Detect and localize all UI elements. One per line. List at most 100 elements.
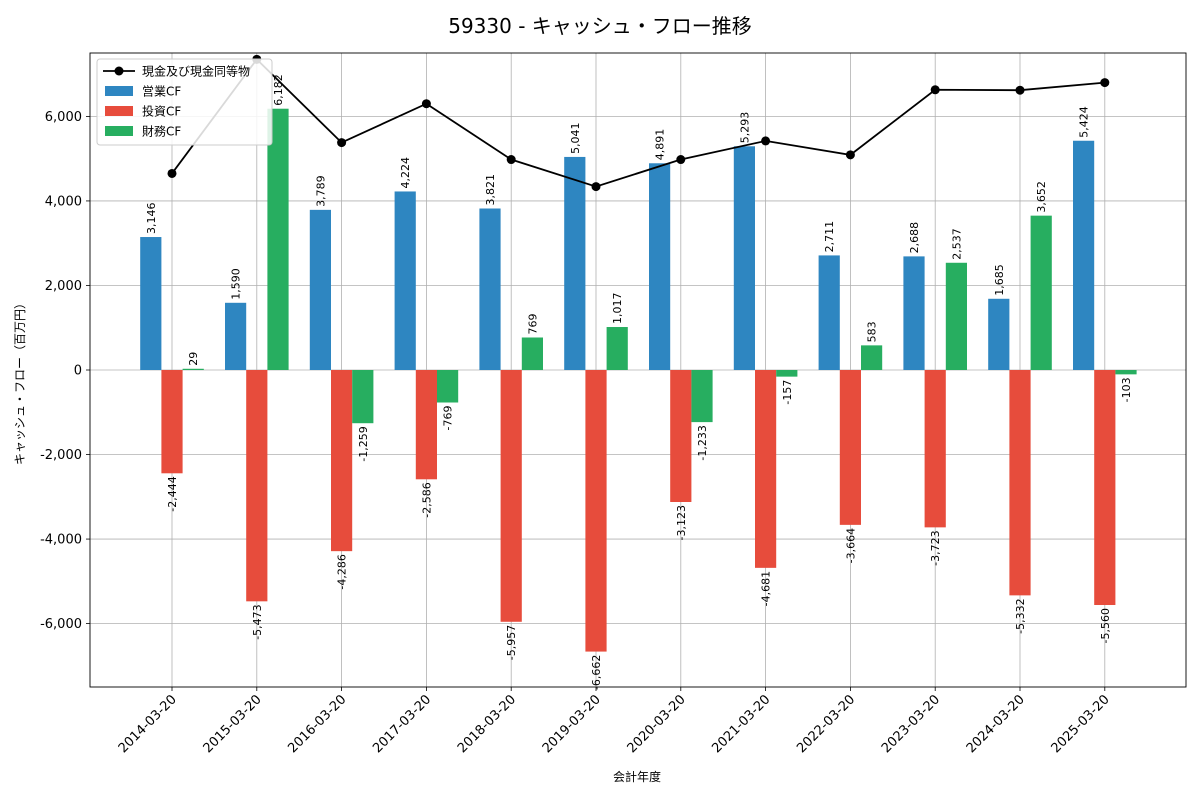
cash-line-point	[845, 150, 855, 160]
bar	[1073, 140, 1095, 370]
bar	[437, 370, 459, 403]
x-tick-label: 2017-03-20	[370, 692, 434, 756]
bar-label: 3,146	[145, 203, 158, 235]
legend-bar-swatch	[105, 86, 133, 96]
cash-line-point	[337, 138, 347, 148]
bar	[352, 370, 374, 424]
x-tick-label: 2025-03-20	[1049, 692, 1113, 756]
bar	[1030, 215, 1052, 370]
bar	[331, 370, 353, 552]
bar	[818, 255, 840, 370]
bar	[733, 146, 755, 370]
x-tick-label: 2018-03-20	[455, 692, 519, 756]
bar	[394, 191, 416, 370]
x-tick-label: 2019-03-20	[540, 692, 604, 756]
cash-line-point	[1100, 78, 1110, 88]
bar	[564, 156, 586, 370]
bar-label: -5,560	[1099, 608, 1112, 643]
x-tick-label: 2015-03-20	[201, 692, 265, 756]
y-tick-label: -4,000	[40, 533, 82, 548]
x-tick-label: 2022-03-20	[794, 692, 858, 756]
cash-line-point	[930, 85, 940, 95]
x-tick-label: 2021-03-20	[709, 692, 773, 756]
cash-line-point	[506, 155, 516, 165]
y-tick-label: 4,000	[45, 194, 82, 209]
x-tick-label: 2023-03-20	[879, 692, 943, 756]
bar	[945, 262, 967, 370]
cash-line	[167, 54, 1110, 192]
bar	[839, 370, 861, 525]
bar-labels: 3,146 1,590 3,789 4,224 3,821 5,041 4,891 5,293…	[145, 74, 1133, 690]
bar	[1094, 370, 1116, 606]
bar-label: 583	[866, 321, 879, 342]
cash-line-point	[591, 182, 601, 192]
bar	[521, 337, 543, 370]
bar-label: -6,662	[590, 655, 603, 690]
legend-line-marker	[114, 66, 124, 76]
bar-label: -3,723	[929, 530, 942, 565]
bar-label: -4,681	[760, 571, 773, 606]
bar-label: -4,286	[336, 554, 349, 589]
bar	[140, 237, 162, 370]
bar	[479, 208, 501, 370]
y-tick-label: 2,000	[45, 279, 82, 294]
bar-label: -769	[442, 406, 455, 431]
bar	[670, 370, 692, 502]
bar-label: -1,233	[696, 425, 709, 460]
legend-label: 営業CF	[142, 85, 181, 99]
y-tick-label: -2,000	[40, 448, 82, 463]
bar	[776, 370, 798, 377]
bar-label: -3,664	[844, 528, 857, 563]
y-axis-title: キャッシュ・フロー（百万円）	[13, 297, 27, 465]
bar	[225, 302, 247, 370]
bar-label: -5,473	[251, 604, 264, 639]
bar	[924, 370, 946, 528]
bar-label: 6,182	[272, 74, 285, 106]
bar-label: -2,444	[166, 476, 179, 511]
bar-label: 1,590	[230, 268, 243, 300]
bar-label: 2,688	[908, 222, 921, 254]
x-axis-title: 会計年度	[613, 769, 661, 784]
bar-label: 1,017	[611, 293, 624, 325]
bar-label: -103	[1120, 377, 1133, 402]
bar	[691, 370, 713, 423]
bar	[606, 327, 628, 370]
cash-line-path	[171, 57, 1105, 188]
cash-line-point	[676, 155, 686, 165]
bar-label: -5,957	[505, 625, 518, 660]
bar-label: 3,789	[314, 175, 327, 207]
bar-label: 4,224	[399, 157, 412, 189]
bar-label: 5,293	[738, 112, 751, 144]
bar-label: 2,537	[950, 228, 963, 260]
chart-title: 59330 - キャッシュ・フロー推移	[448, 14, 752, 38]
bars	[140, 108, 1137, 652]
bar	[500, 370, 522, 622]
bar-label: -2,586	[420, 482, 433, 517]
bar	[988, 298, 1010, 370]
bar-label: 3,821	[484, 174, 497, 206]
y-tick-label: 6,000	[45, 110, 82, 125]
bar-label: 769	[526, 313, 539, 334]
bar	[161, 370, 183, 474]
bar	[649, 163, 671, 370]
plot-frame	[89, 52, 1187, 688]
bar-label: -157	[781, 380, 794, 405]
x-tick-label: 2020-03-20	[625, 692, 689, 756]
cash-line-point	[761, 136, 771, 146]
x-tick-label: 2014-03-20	[116, 692, 180, 756]
y-tick-label: -6,000	[40, 617, 82, 632]
legend-bar-swatch	[105, 106, 133, 116]
cash-line-point	[167, 168, 177, 178]
bar-label: 5,041	[569, 122, 582, 154]
x-tick-label: 2024-03-20	[964, 692, 1028, 756]
bar	[267, 108, 289, 371]
bar-label: 2,711	[823, 221, 836, 253]
cash-line-point	[1015, 85, 1025, 95]
bar	[246, 370, 268, 602]
bar	[1009, 370, 1031, 596]
bar-label: 29	[187, 352, 200, 366]
bar-label: 4,891	[654, 129, 667, 161]
